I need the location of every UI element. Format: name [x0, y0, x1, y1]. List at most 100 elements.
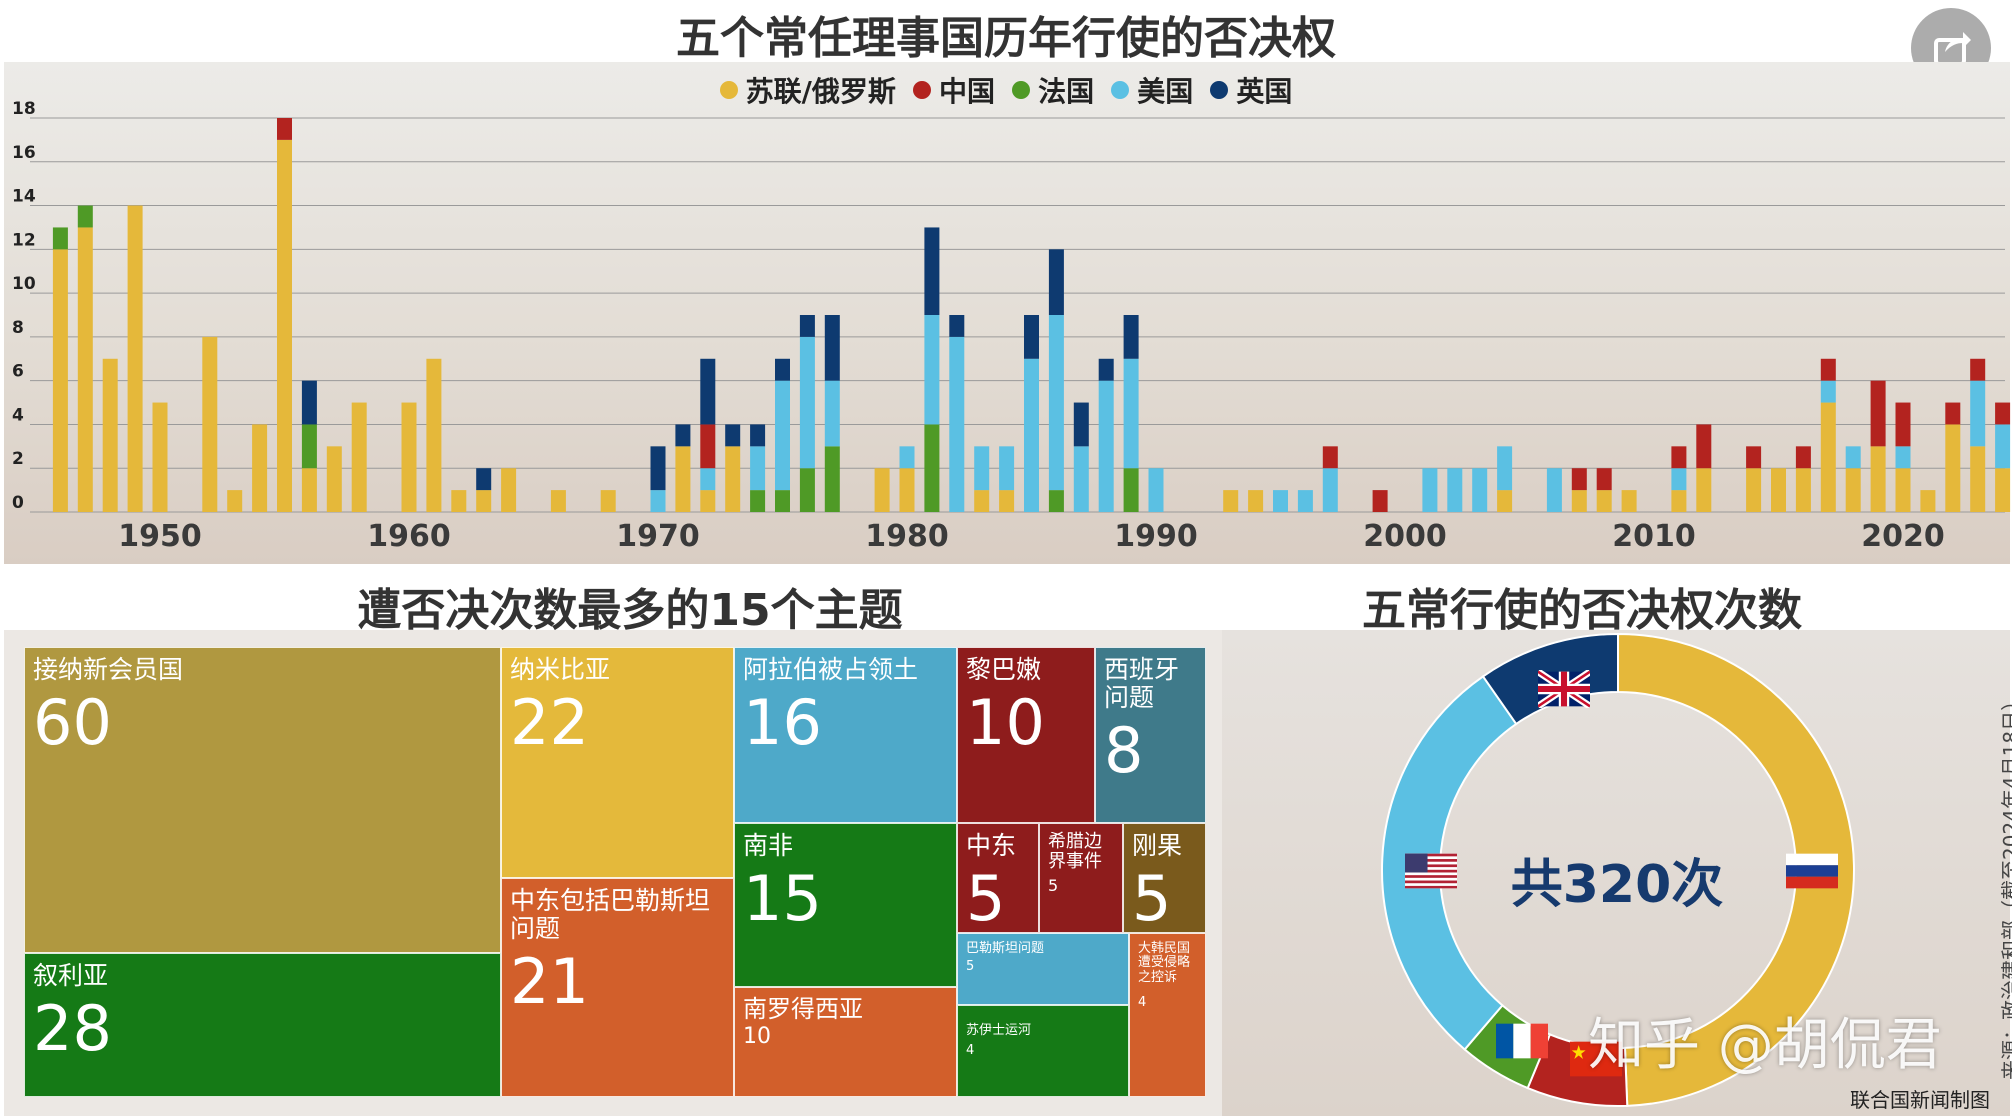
bar-segment: [675, 446, 691, 512]
treemap-cell: 阿拉伯被占领土 16: [734, 647, 957, 823]
bar-segment: [52, 249, 68, 513]
treemap-cell-value: 4: [966, 1043, 975, 1058]
bar-segment: [1273, 490, 1288, 512]
bar-segment: [1048, 249, 1064, 315]
bar-segment: [1596, 490, 1612, 512]
legend-item-uk: 英国: [1210, 70, 1292, 110]
bar-segment: [600, 490, 616, 512]
x-tick-label: 1950: [118, 519, 202, 554]
treemap-cell-label: 希腊边界事件: [1048, 831, 1102, 872]
bar-segment: [1123, 315, 1139, 359]
bar-segment: [899, 468, 915, 512]
legend-label-usa: 美国: [1137, 75, 1194, 108]
bar-segment: [1945, 424, 1961, 512]
bar-segment: [1123, 468, 1139, 512]
bar-segment: [1048, 490, 1064, 512]
treemap-cell-value: 21: [510, 945, 589, 1018]
usa-flag-icon: [1405, 853, 1457, 889]
y-tick-label: 0: [12, 493, 24, 513]
treemap-cell-label: 阿拉伯被占领土: [743, 655, 919, 684]
bar-segment: [1995, 468, 2011, 512]
bar-segment: [1895, 468, 1911, 512]
bar-segment: [1098, 380, 1114, 512]
bar-segment: [1148, 468, 1164, 512]
donut-center-text: 共320次: [1510, 855, 1724, 915]
treemap-cell: 接纳新会员国 60: [24, 647, 501, 953]
bar-segment: [1995, 424, 2011, 469]
bar-segment: [1098, 358, 1114, 381]
y-tick-label: 6: [12, 362, 24, 382]
y-tick-label: 10: [12, 274, 36, 294]
x-tick-label: 2020: [1861, 519, 1945, 554]
bar-segment: [650, 490, 666, 512]
bar-segment: [476, 490, 492, 512]
bar-segment: [1771, 468, 1786, 512]
bar-segment: [550, 490, 566, 512]
bar-segment: [824, 380, 840, 447]
x-tick-label: 1960: [367, 519, 451, 554]
x-tick-label: 2010: [1612, 519, 1696, 554]
bar-segment: [1820, 358, 1836, 381]
treemap-cell: 南非 15: [734, 823, 957, 987]
bar-segment: [1073, 402, 1089, 447]
treemap-cell-label: 纳米比亚: [510, 655, 611, 684]
bar-segment: [1671, 490, 1687, 512]
bar-segment: [899, 446, 915, 469]
bar-segment: [301, 468, 317, 512]
bar-segment: [52, 227, 68, 250]
treemap-cell: 黎巴嫩 10: [957, 647, 1095, 823]
legend-label-uk: 英国: [1236, 75, 1293, 108]
uk-flag-icon: [1538, 670, 1590, 708]
bar-segment: [1596, 468, 1612, 491]
treemap-cell-label: 黎巴嫩: [966, 655, 1042, 684]
treemap-cell: 南罗得西亚 10: [734, 987, 957, 1097]
treemap-title: 遭否决次数最多的15个主题: [357, 585, 903, 636]
treemap-cell: 叙利亚 28: [24, 953, 501, 1097]
donut-title: 五常行使的否决权次数: [1362, 585, 1802, 636]
bar-segment: [1546, 468, 1562, 512]
bar-segment: [750, 424, 766, 447]
bar-segment: [1497, 446, 1513, 491]
main-title: 五个常任理事国历年行使的否决权: [676, 13, 1336, 64]
legend-label-france: 法国: [1038, 75, 1095, 108]
bar-segment: [1920, 490, 1936, 512]
bar-segment: [750, 446, 766, 491]
donut-slice: [1617, 632, 1855, 1107]
treemap-cell-label: 大韩民国遭受侵略之控诉: [1138, 941, 1191, 985]
bar-segment: [974, 490, 990, 512]
bar-segment: [750, 490, 766, 512]
credit: 联合国新闻制图: [1850, 1088, 1990, 1112]
legend-label-russia: 苏联/俄罗斯: [745, 75, 896, 108]
treemap-cell-value: 5: [966, 862, 1006, 933]
treemap-cell: 中东 5: [957, 823, 1039, 933]
bar-segment: [1671, 446, 1687, 469]
legend-label-china: 中国: [938, 75, 995, 108]
treemap-cell: 大韩民国遭受侵略之控诉 4: [1129, 933, 1206, 1097]
legend-dot-usa: [1111, 81, 1130, 99]
bar-segment: [501, 468, 517, 512]
treemap-cell: 苏伊士运河 4: [957, 1005, 1129, 1097]
bar-chart: 0 2 4 6 8 10 12 14 16 18 1950 1960 1970 1980 1990 2000 2…: [12, 99, 2011, 554]
france-flag-icon: [1496, 1023, 1548, 1059]
treemap-cell-label: 中东: [966, 831, 1017, 860]
bar-segment: [301, 424, 317, 469]
y-tick-label: 12: [12, 230, 36, 250]
treemap-cell-value: 28: [33, 992, 112, 1065]
treemap-cell-label: 巴勒斯坦问题: [966, 941, 1045, 956]
bar-segment: [1895, 402, 1911, 447]
bar-segment: [1696, 424, 1712, 469]
treemap-cell: 西班牙问题 8: [1095, 647, 1206, 823]
bar-segment: [725, 446, 741, 512]
treemap-cell: 希腊边界事件 5: [1039, 823, 1123, 933]
bar-segment: [152, 402, 168, 512]
bar-segment: [1746, 468, 1762, 512]
treemap: 接纳新会员国 60 叙利亚 28 纳米比亚 22 中东包括巴勒斯坦问题 21 阿…: [24, 647, 1206, 1097]
bar-segment: [1820, 402, 1836, 512]
y-tick-label: 8: [12, 318, 24, 338]
legend-dot-uk: [1210, 81, 1229, 99]
bar-segment: [675, 424, 691, 447]
bar-segment: [102, 358, 118, 512]
bar-segment: [77, 205, 93, 228]
treemap-cell-value: 22: [510, 686, 589, 759]
x-tick-label: 2000: [1363, 519, 1447, 554]
